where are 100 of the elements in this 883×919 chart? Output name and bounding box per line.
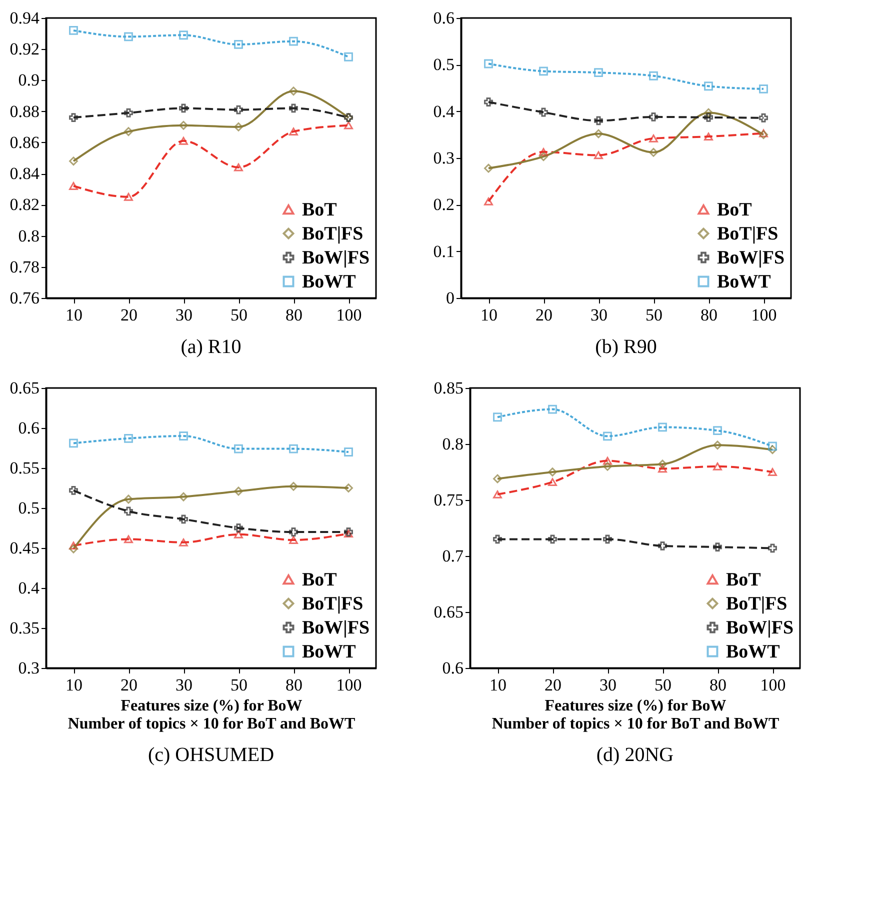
legend-label: BoW|FS [726,618,794,638]
point [594,129,603,138]
x-tick-label: 20 [544,676,562,694]
point [713,542,722,552]
legend-label: BoT [302,570,338,590]
x-tick-label: 30 [176,306,192,324]
y-tick-label: 0.4 [433,102,455,121]
point [548,534,557,544]
point [539,152,548,162]
x-tick-label: 10 [66,306,82,324]
y-tick-label: 0.75 [434,490,464,510]
point [179,538,188,546]
point [344,484,353,492]
point [704,112,713,122]
x-tick-label: 30 [600,676,616,694]
point [124,494,133,504]
x-tick-label: 10 [66,676,82,694]
legend-label: BoWT [717,272,772,292]
x-tick-label: 100 [751,306,777,324]
point [124,32,133,42]
x-tick-label: 100 [760,676,786,694]
legend-label: BoWT [726,642,780,662]
x-tick-label: 50 [230,306,248,324]
text: (a) R10 [180,336,242,358]
y-tick-label: 0.84 [10,164,40,184]
point [289,444,298,454]
point [759,84,768,94]
point [234,163,243,172]
legend-label: BoT|FS [726,594,788,614]
x-tick-label: 30 [176,676,192,694]
y-tick-label: 0.6 [433,8,454,28]
point [69,182,78,190]
x-tick-label: 20 [536,306,552,324]
y-tick-label: 0.1 [433,242,454,261]
point [234,40,243,49]
text: (d) 20NG [596,744,674,766]
point [124,535,133,544]
point [344,121,353,130]
point [649,134,658,142]
point [289,128,298,136]
point [69,113,78,122]
x-tick-label: 20 [120,306,138,324]
legend-label: BoT [726,570,762,590]
y-tick-label: 0.65 [434,602,464,622]
point [548,468,557,476]
legend-label: BoW|FS [302,248,370,268]
point [594,116,603,126]
point [289,536,298,544]
point [484,197,493,206]
y-tick-label: 0.45 [10,538,40,558]
point [768,442,777,451]
y-tick-label: 0.6 [18,418,40,438]
y-tick-label: 0.5 [433,55,454,74]
point [179,432,188,440]
y-tick-label: 0 [446,288,454,308]
legend-label: BoWT [302,272,356,292]
y-tick-label: 0.5 [18,498,40,518]
point [603,462,612,471]
y-tick-label: 0.94 [10,8,40,28]
point [493,534,502,544]
point [548,478,557,486]
point [713,426,722,436]
point [484,164,493,173]
x-tick-label: 50 [646,306,662,324]
y-tick-label: 0.3 [433,148,454,168]
legend-label: BoT [717,200,752,220]
point [704,82,713,91]
y-tick-label: 0.88 [10,102,40,121]
point [493,474,502,484]
point [594,151,603,160]
legend-label: BoT [302,200,338,220]
point [179,104,188,113]
point [69,26,78,35]
point [649,71,658,80]
y-tick-label: 0.76 [10,288,40,308]
legend-label: BoT|FS [302,224,364,244]
y-tick-label: 0.6 [442,658,464,678]
point [759,113,768,122]
x-tick-label: 10 [490,676,506,694]
text: (b) R90 [595,336,657,358]
point [649,148,658,157]
point [234,444,243,454]
x-tick-label: 20 [120,676,138,694]
point [234,105,243,114]
point [658,464,667,473]
point [649,112,658,122]
legend-label: BoWT [302,642,356,662]
point [493,490,502,498]
point [179,120,188,130]
y-tick-label: 0.92 [10,40,40,59]
point [234,122,243,132]
y-tick-label: 0.3 [18,658,40,678]
x-axis-title: Features size (%) for BoW Number of topics × 10 for BoT and BoWT [68,698,356,732]
point [234,486,243,496]
y-tick-label: 0.85 [434,378,464,398]
y-tick-label: 0.2 [433,195,454,214]
point [69,486,78,495]
point [603,534,612,544]
y-tick-label: 0.86 [10,132,40,152]
point [768,544,777,553]
